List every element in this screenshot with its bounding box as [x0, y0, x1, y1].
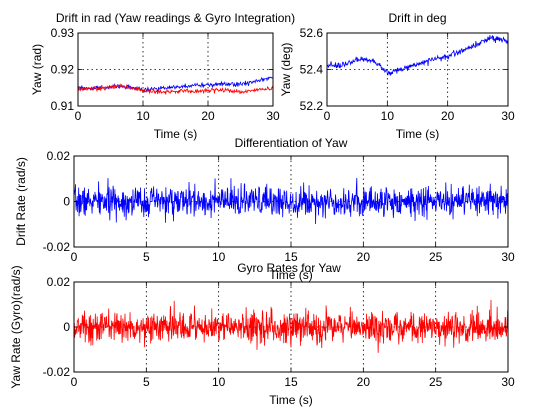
- y-axis-label: Drift Rate (rad/s): [14, 157, 28, 246]
- y-tick-label: 0.92: [51, 63, 75, 77]
- plot-area: [77, 32, 274, 107]
- x-tick-label: 20: [357, 250, 371, 264]
- x-tick-label: 0: [71, 250, 78, 264]
- x-tick-label: 10: [381, 109, 395, 123]
- subplot-title: Drift in deg: [388, 11, 446, 25]
- x-tick-label: 10: [212, 250, 226, 264]
- x-tick-label: 25: [429, 250, 443, 264]
- x-axis-label: Time (s): [154, 127, 198, 141]
- x-tick-label: 30: [501, 109, 515, 123]
- subplot-drift-deg: Drift in deg Time (s) Yaw (deg) 0 10 20 30 5…: [279, 11, 515, 141]
- x-tick-label: 20: [357, 375, 371, 389]
- x-tick-label: 30: [501, 250, 515, 264]
- y-tick-label: 0.02: [47, 149, 71, 163]
- subplot-drift-rad: Drift in rad (Yaw readings & Gyro Integr…: [30, 11, 295, 141]
- x-tick-label: 10: [212, 375, 226, 389]
- series-line: [77, 83, 274, 95]
- y-tick-label: 52.2: [300, 99, 324, 113]
- x-axis-label: Time (s): [269, 268, 313, 282]
- y-tick-label: -0.02: [43, 365, 71, 379]
- x-tick-label: 15: [284, 250, 298, 264]
- x-tick-label: 30: [501, 375, 515, 389]
- y-axis-label: Yaw Rate (Gyro)(rad/s): [9, 265, 23, 388]
- subplot-title: Differentiation of Yaw: [235, 136, 348, 150]
- series-line: [326, 34, 509, 76]
- series-line: [73, 178, 509, 225]
- y-tick-label: -0.02: [43, 240, 71, 254]
- x-axis-label: Time (s): [269, 393, 313, 407]
- x-tick-label: 5: [143, 250, 150, 264]
- y-tick-label: 0: [63, 195, 70, 209]
- x-tick-label: 5: [143, 375, 150, 389]
- x-tick-label: 20: [201, 109, 215, 123]
- y-tick-label: 0: [63, 320, 70, 334]
- x-tick-label: 20: [441, 109, 455, 123]
- y-axis-label: Yaw (rad): [30, 44, 44, 95]
- y-axis-label: Yaw (deg): [279, 43, 293, 97]
- x-tick-label: 30: [266, 109, 280, 123]
- x-tick-label: 25: [429, 375, 443, 389]
- subplot-title: Drift in rad (Yaw readings & Gyro Integr…: [56, 11, 295, 25]
- x-tick-label: 0: [75, 109, 82, 123]
- series-line: [73, 300, 509, 353]
- x-tick-label: 0: [324, 109, 331, 123]
- x-tick-label: 10: [136, 109, 150, 123]
- subplot-title: Gyro Rates for Yaw: [237, 261, 341, 275]
- y-tick-label: 0.93: [51, 26, 75, 40]
- y-tick-label: 0.91: [51, 99, 75, 113]
- y-tick-label: 52.6: [300, 26, 324, 40]
- x-tick-label: 15: [284, 375, 298, 389]
- x-tick-label: 0: [71, 375, 78, 389]
- y-tick-label: 0.02: [47, 275, 71, 289]
- x-axis-label: Time (s): [396, 127, 440, 141]
- y-tick-label: 52.4: [300, 63, 324, 77]
- subplot-differentiation: Differentiation of Yaw Time (s) Drift Ra…: [14, 136, 515, 282]
- subplot-gyro-rates: Gyro Rates for Yaw Time (s) Yaw Rate (Gy…: [9, 261, 515, 407]
